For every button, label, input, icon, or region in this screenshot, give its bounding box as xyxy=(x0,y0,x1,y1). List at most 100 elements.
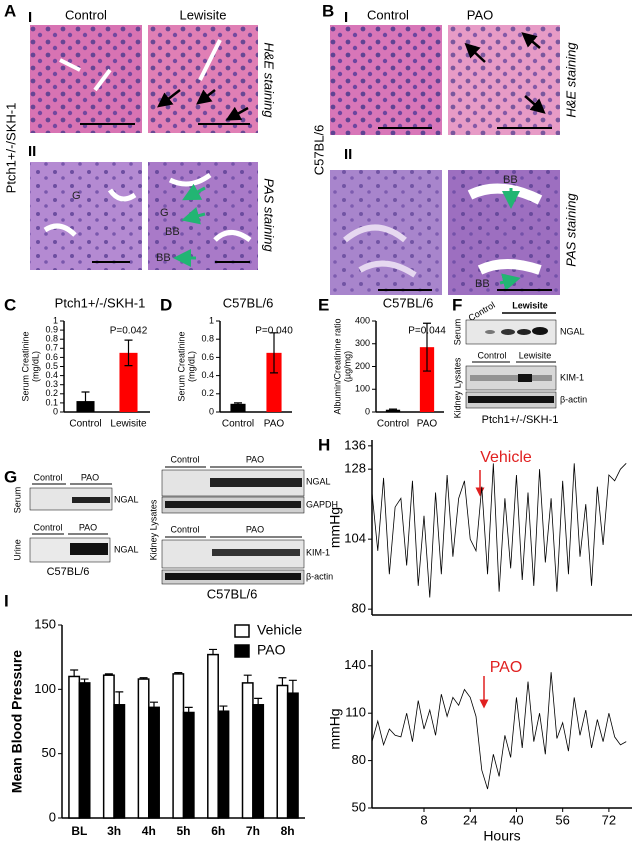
bar xyxy=(119,352,138,412)
bar xyxy=(113,704,126,819)
row-label: II xyxy=(28,143,36,160)
band xyxy=(485,330,495,334)
y-axis-label: Serum Creatinine xyxy=(176,331,186,401)
panel-letter: I xyxy=(4,591,9,610)
arrow xyxy=(464,42,486,63)
chart-title: Ptch1+/-/SKH-1 xyxy=(55,295,146,310)
bar xyxy=(217,710,230,819)
blot-label: β-actin xyxy=(560,394,587,404)
legend-label: Vehicle xyxy=(257,622,302,638)
y-axis-label: mmHg xyxy=(327,708,343,749)
y-tick-label: 80 xyxy=(352,601,366,616)
chart-title: C57BL/6 xyxy=(383,295,434,310)
y-tick-label: 0.9 xyxy=(45,324,58,334)
y-tick-label: 0.7 xyxy=(45,343,58,353)
y-axis-label: (mg/dL) xyxy=(186,351,196,382)
blot-label: NGAL xyxy=(560,326,585,336)
x-tick-label: 4h xyxy=(142,824,156,838)
y-tick-label: 0 xyxy=(209,406,214,416)
image-label: BB xyxy=(165,226,180,238)
y-tick-label: 150 xyxy=(34,616,56,631)
lumen xyxy=(343,224,417,278)
band xyxy=(212,549,300,556)
y-tick-label: 300 xyxy=(355,338,370,348)
band xyxy=(468,396,554,403)
y-axis-label: mmHg xyxy=(327,507,343,548)
x-tick-label: 72 xyxy=(602,812,616,827)
blot-label: Serum xyxy=(452,319,462,346)
band xyxy=(532,327,548,335)
strain-label: Ptch1+/-/SKH-1 xyxy=(3,103,18,194)
annotation: Vehicle xyxy=(480,449,532,466)
x-tick-label: Lewisite xyxy=(110,419,147,430)
blot-label: GAPDH xyxy=(306,499,338,509)
blot-label: NGAL xyxy=(114,494,139,504)
y-tick-label: 0.4 xyxy=(45,370,58,380)
y-tick-label: 0 xyxy=(49,809,56,824)
bar xyxy=(230,403,246,412)
blot-label: KIM-1 xyxy=(306,547,330,557)
x-tick-label: Control xyxy=(222,419,254,430)
y-tick-label: 0 xyxy=(365,406,370,416)
annotation: PAO xyxy=(490,659,523,676)
error-bar xyxy=(389,408,397,412)
x-tick-label: 3h xyxy=(107,824,121,838)
y-tick-label: 0.3 xyxy=(45,379,58,389)
image-label: BB xyxy=(503,174,518,186)
micrograph-texture xyxy=(30,25,142,133)
error-bar xyxy=(124,339,133,367)
micrograph-texture xyxy=(330,25,442,135)
y-axis-label: (µg/mg) xyxy=(342,351,352,382)
blot-label: Serum xyxy=(12,487,22,514)
band xyxy=(70,543,108,555)
arrow xyxy=(499,273,521,291)
arrow xyxy=(157,89,181,108)
y-axis-label: (mg/dL) xyxy=(30,351,40,382)
bar xyxy=(241,682,254,819)
x-tick-label: PAO xyxy=(417,419,438,430)
error-bar xyxy=(423,322,431,372)
row-label: I xyxy=(28,9,32,26)
y-tick-label: 100 xyxy=(355,384,370,394)
y-tick-label: 400 xyxy=(355,315,370,325)
trace xyxy=(371,463,627,598)
column-label: Control xyxy=(367,7,409,22)
blot-label: Urine xyxy=(12,539,22,561)
lumen xyxy=(467,183,543,275)
y-tick-label: 1 xyxy=(209,315,214,325)
group-label: Lewisite xyxy=(512,300,548,310)
y-axis-label: Serum Creatinine xyxy=(20,331,30,401)
bar xyxy=(148,706,160,819)
panel-letter: E xyxy=(318,295,329,314)
panel-f: F Control Lewisite Serum NGAL Control Le… xyxy=(452,295,587,425)
panel-letter: C xyxy=(4,295,16,314)
y-tick-label: 0.2 xyxy=(201,388,214,398)
stain-label: PAS staining xyxy=(262,178,277,252)
x-tick-label: 7h xyxy=(246,824,260,838)
x-tick-label: 40 xyxy=(509,812,523,827)
image-label: G xyxy=(72,190,81,202)
blot-label: NGAL xyxy=(114,544,139,554)
group-label: PAO xyxy=(246,524,264,534)
band xyxy=(518,374,532,382)
micrograph-texture xyxy=(448,25,560,135)
bar xyxy=(78,682,91,819)
lumen xyxy=(59,39,222,92)
group-label: Control xyxy=(33,472,62,482)
error-bar xyxy=(81,391,90,411)
blot xyxy=(29,487,113,511)
arrow xyxy=(225,106,249,121)
y-tick-label: 0.8 xyxy=(201,334,214,344)
panel-g: G Control PAO Serum NGAL Control PAO Uri… xyxy=(4,454,338,601)
arrow xyxy=(524,95,546,114)
annotation: P=0.040 xyxy=(255,326,293,337)
band xyxy=(501,329,515,335)
legend-label: PAO xyxy=(257,642,286,658)
y-tick-label: 200 xyxy=(355,361,370,371)
panel-letter: B xyxy=(322,1,334,20)
y-tick-label: 0.2 xyxy=(45,388,58,398)
column-label: Control xyxy=(65,7,107,22)
x-tick-label: 8 xyxy=(420,812,427,827)
x-tick-label: 8h xyxy=(281,824,295,838)
chart-title: C57BL/6 xyxy=(223,295,274,310)
